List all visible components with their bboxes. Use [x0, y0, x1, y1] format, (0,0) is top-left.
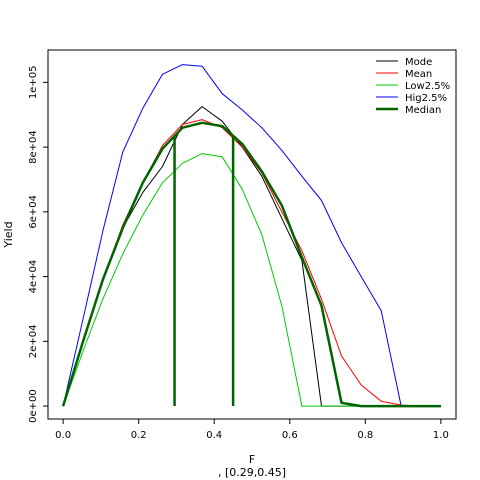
series-line-low2-5- [62, 153, 441, 407]
x-axis-subtitle: , [0.29,0.45] [218, 466, 286, 479]
x-tick-label: 0.4 [206, 430, 222, 441]
y-tick-label: 2e+04 [28, 325, 39, 359]
x-tick-label: 0.6 [282, 430, 298, 441]
series-line-median [61, 121, 441, 408]
series-line-hig2-5- [62, 64, 441, 407]
series-line-mode [62, 106, 441, 407]
y-axis-title: Yield [2, 221, 15, 248]
y-axis: 0e+00 2e+04 4e+04 6e+04 8e+04 1e+05 [28, 66, 49, 423]
y-tick-label: 8e+04 [28, 130, 39, 164]
x-axis-title: F [249, 453, 255, 466]
y-tick-label: 4e+04 [28, 260, 39, 294]
x-tick-label: 0.8 [357, 430, 373, 441]
y-tick-label: 1e+05 [28, 66, 39, 100]
y-tick-label: 0e+00 [28, 389, 39, 423]
legend-label: Median [405, 105, 441, 116]
legend-label: Low2.5% [405, 81, 450, 92]
legend-label: Hig2.5% [405, 93, 447, 104]
legend-label: Mean [405, 69, 432, 80]
y-tick-label: 6e+04 [28, 195, 39, 229]
legend-label: Mode [405, 57, 432, 68]
x-tick-label: 0.2 [131, 430, 147, 441]
x-tick-label: 0.0 [55, 430, 71, 441]
x-tick-label: 1.0 [433, 430, 449, 441]
plot-lines [61, 64, 441, 408]
x-axis: 0.0 0.2 0.4 0.6 0.8 1.0 [55, 418, 449, 441]
interval-lines [173, 135, 235, 407]
plot-box [47, 49, 457, 420]
